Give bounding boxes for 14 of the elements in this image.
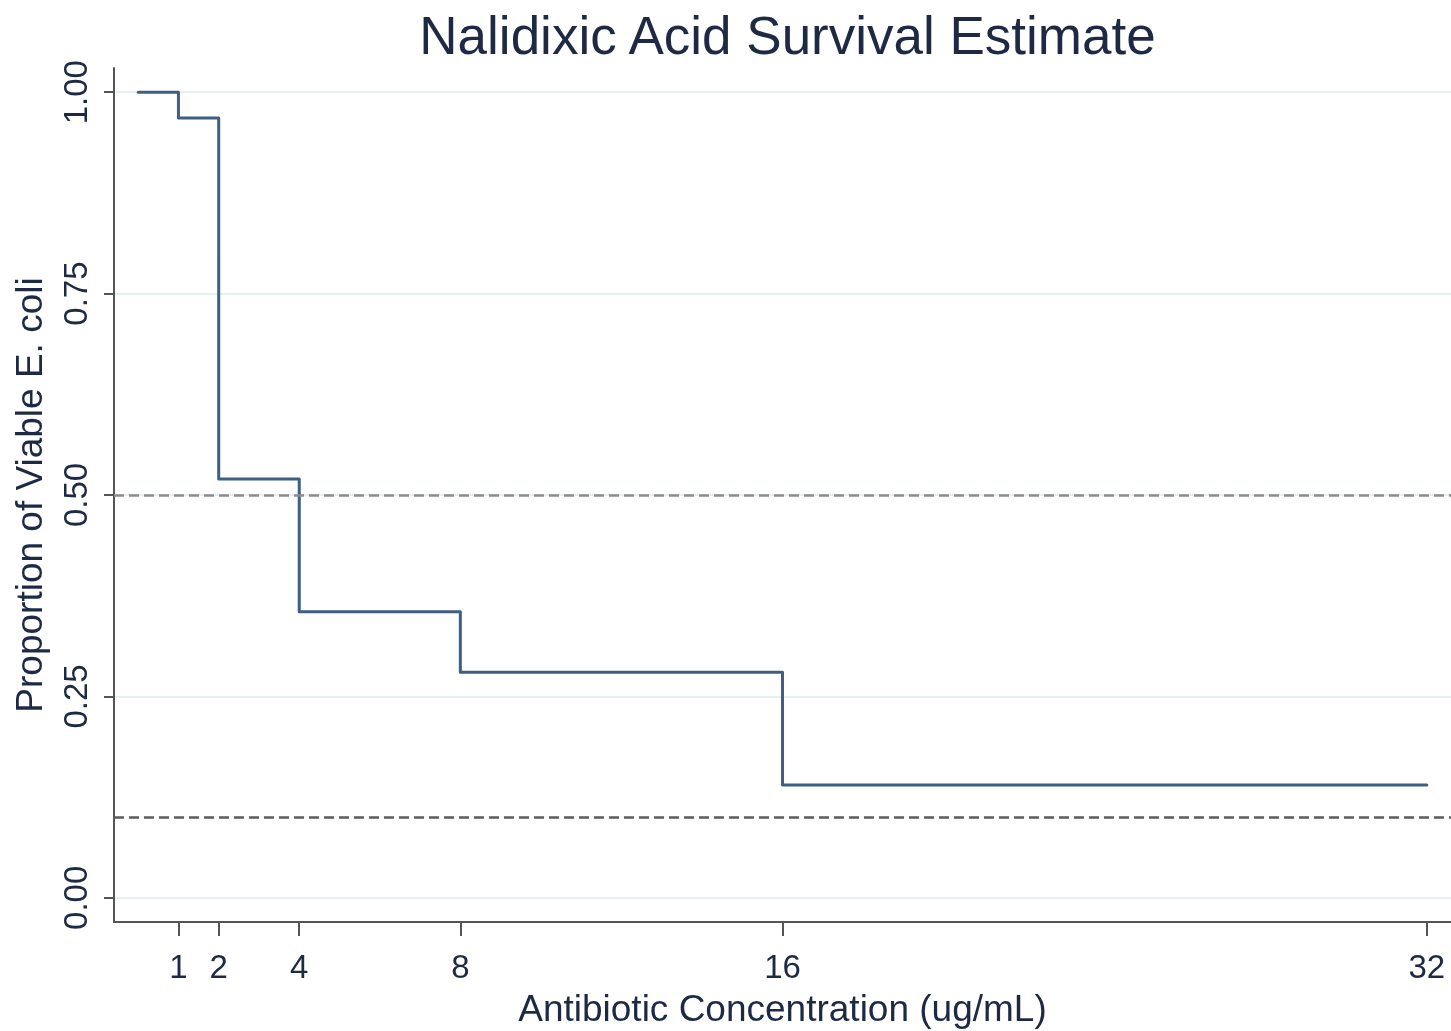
y-tick-label: 1.00 (57, 60, 94, 125)
y-tick-label: 0.25 (57, 664, 94, 729)
x-tick-label: 32 (1408, 948, 1446, 985)
x-tick-label: 4 (290, 948, 309, 985)
x-tick-label: 2 (209, 948, 228, 985)
x-tick-label: 1 (169, 948, 188, 985)
chart-title: Nalidixic Acid Survival Estimate (419, 6, 1156, 65)
y-tick-label: 0.75 (57, 261, 94, 326)
y-axis-title: Proportion of Viable E. coli (9, 277, 50, 713)
x-tick-label: 16 (764, 948, 801, 985)
x-tick-label: 8 (451, 948, 470, 985)
y-tick-label: 0.50 (57, 462, 94, 528)
y-tick-label: 0.00 (57, 865, 94, 930)
x-axis-title: Antibiotic Concentration (ug/mL) (518, 988, 1047, 1029)
